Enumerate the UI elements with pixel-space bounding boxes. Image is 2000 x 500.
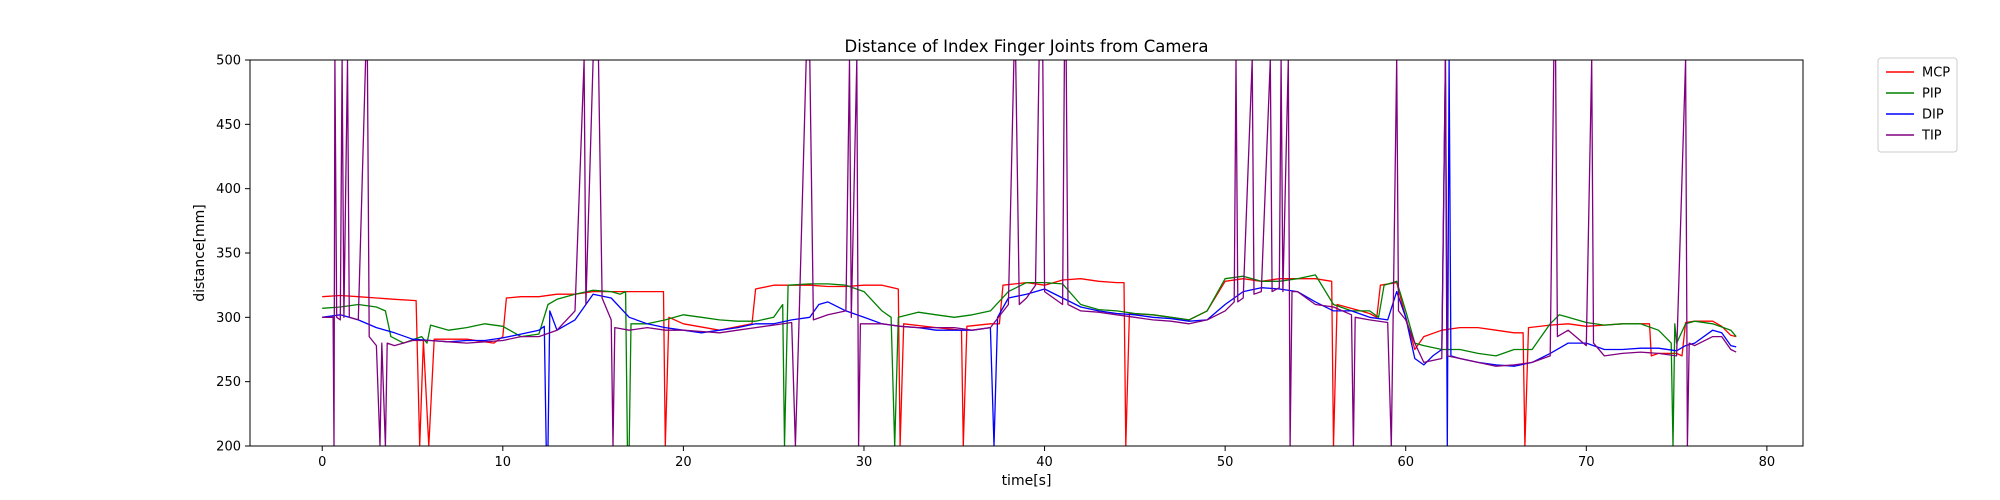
y-tick-label: 350: [216, 247, 241, 262]
series-layer: [322, 60, 1737, 446]
legend-label-dip: DIP: [1922, 108, 1944, 123]
chart-title: Distance of Index Finger Joints from Cam…: [845, 37, 1209, 56]
y-tick-label: 300: [216, 311, 241, 326]
legend-label-mcp: MCP: [1922, 66, 1950, 81]
y-tick-label: 200: [216, 440, 241, 455]
y-tick-label: 500: [216, 54, 241, 69]
x-tick-label: 0: [318, 455, 326, 470]
x-axis-title: time[s]: [1002, 473, 1052, 489]
x-tick-label: 80: [1759, 455, 1776, 470]
legend: MCP PIP DIP TIP: [1877, 57, 1958, 153]
x-axis-ticks: 0 10 20 30 40 50 60 70 80: [318, 446, 1775, 470]
series-line-pip: [322, 274, 1737, 446]
series-line-mcp: [322, 278, 1737, 446]
x-tick-label: 60: [1397, 455, 1414, 470]
x-tick-label: 20: [675, 455, 692, 470]
legend-label-tip: TIP: [1921, 129, 1942, 144]
x-tick-label: 30: [856, 455, 873, 470]
y-axis-title: distance[mm]: [192, 204, 208, 302]
series-line-tip: [322, 60, 1737, 446]
x-tick-label: 70: [1578, 455, 1595, 470]
y-tick-label: 400: [216, 182, 241, 197]
y-axis-ticks: 200 250 300 350 400 450 500: [216, 54, 250, 455]
x-tick-label: 50: [1217, 455, 1234, 470]
legend-label-pip: PIP: [1922, 87, 1942, 102]
y-tick-label: 450: [216, 118, 241, 133]
legend-box: [1877, 57, 1958, 153]
y-tick-label: 250: [216, 375, 241, 390]
x-tick-label: 40: [1036, 455, 1053, 470]
x-tick-label: 10: [495, 455, 512, 470]
